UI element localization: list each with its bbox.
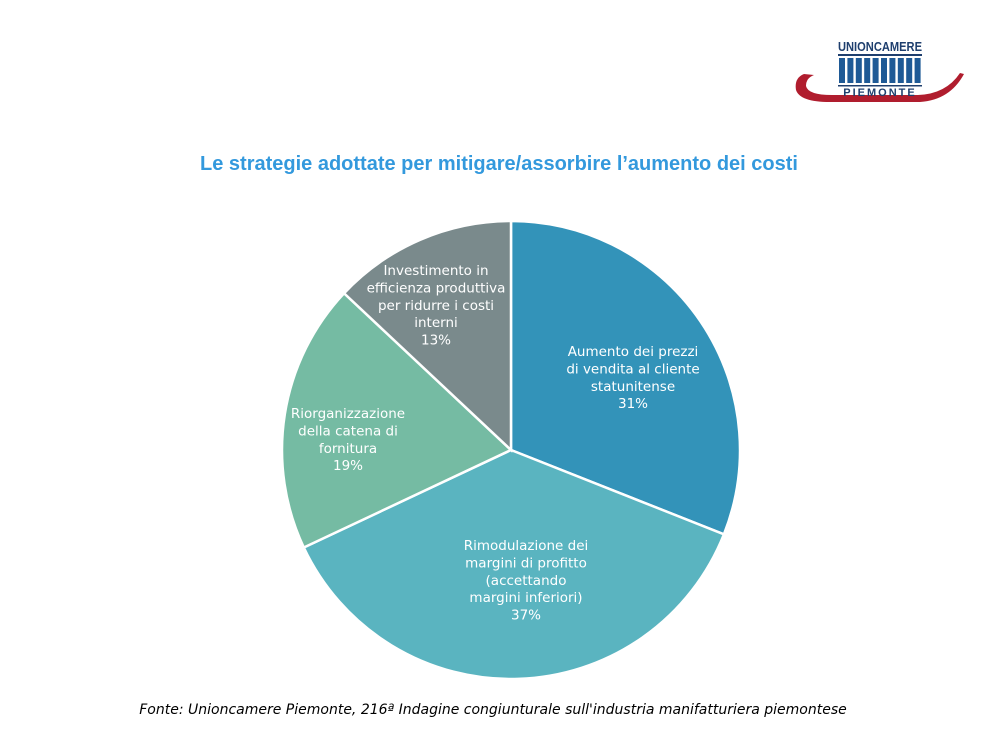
logo-column [839, 58, 845, 83]
logo-column [914, 58, 921, 83]
logo-top-text: UNIONCAMERE [838, 40, 922, 54]
pie-slice [509, 219, 742, 536]
logo-column [872, 58, 879, 83]
pie-slice [302, 448, 726, 681]
logo-columns [839, 58, 921, 83]
logo-column [881, 58, 887, 83]
slice-label: Riorganizzazione della catena di fornitura… [291, 406, 405, 474]
logo-column [864, 58, 871, 83]
slice-label: Rimodulazione dei margini di profitto (acc… [464, 538, 589, 624]
logo-column [897, 58, 904, 83]
slice-label: Aumento dei prezzi di vendita al cliente s… [566, 344, 699, 412]
pie-slice [280, 291, 514, 550]
logo-column [855, 58, 862, 83]
unioncamere-piemonte-logo: UNIONCAMERE PIEMONTE [795, 40, 964, 102]
logo-column [889, 58, 896, 83]
logo-bottom-text: PIEMONTE [843, 87, 916, 99]
source-note: Fonte: Unioncamere Piemonte, 216ª Indagi… [139, 702, 847, 718]
chart-title: Le strategie adottate per mitigare/assor… [200, 153, 798, 175]
logo-ship-curve [795, 73, 964, 102]
pie-labels: Aumento dei prezzi di vendita al cliente s… [291, 263, 700, 624]
slice-label: Investimento in efficienza produttiva per … [367, 263, 506, 349]
pie-slices [280, 219, 742, 681]
logo-column [906, 58, 913, 83]
logo-column [847, 58, 854, 83]
pie-slice [342, 219, 513, 453]
